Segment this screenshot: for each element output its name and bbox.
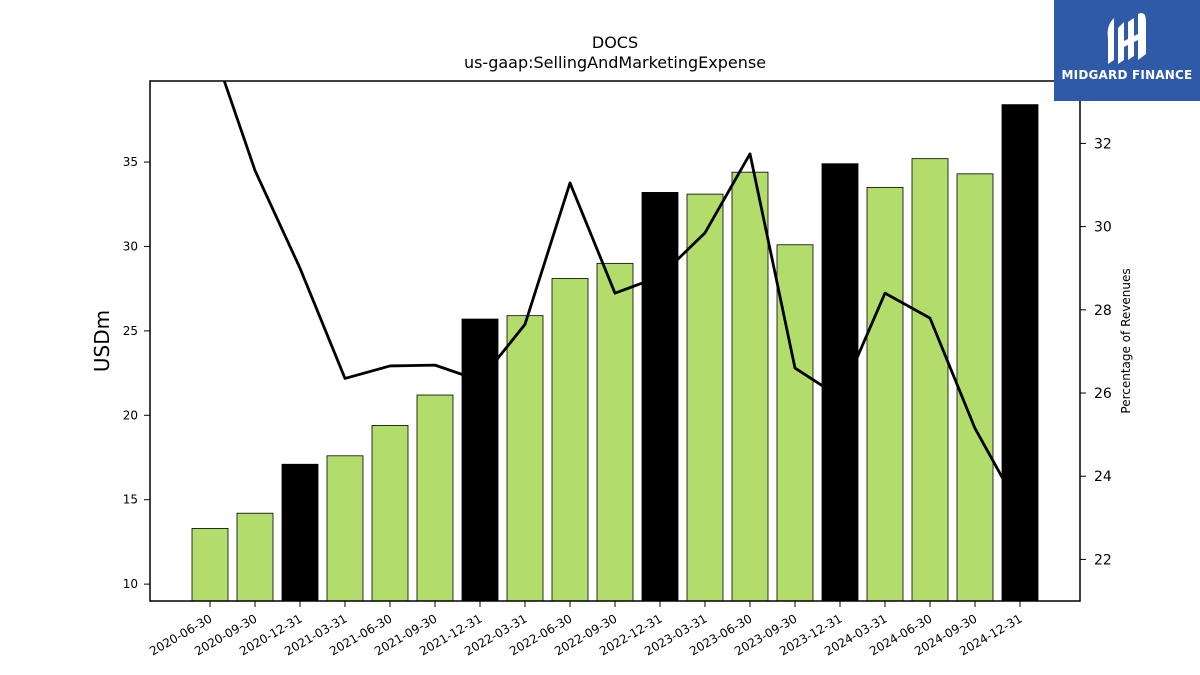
y2-axis-label: Percentage of Revenues — [1119, 268, 1133, 413]
y-tick-label: 35 — [123, 155, 138, 169]
y-tick-label: 15 — [123, 493, 138, 507]
bar-2023-06-30 — [731, 171, 769, 602]
bar-2021-03-31 — [326, 455, 364, 602]
bar-2023-12-31 — [821, 163, 859, 602]
y2-tick-label: 22 — [1094, 552, 1112, 568]
brand-logo: MIDGARD FINANCE — [1054, 0, 1200, 101]
bar-2022-06-30 — [551, 278, 589, 602]
bar-2023-09-30 — [776, 244, 814, 602]
bar-2020-09-30 — [236, 512, 274, 602]
bar-2024-12-31 — [1001, 104, 1039, 602]
y-tick-label: 25 — [123, 324, 138, 338]
y2-tick-label: 28 — [1094, 303, 1112, 319]
bar-2022-03-31 — [506, 315, 544, 602]
bar-2022-09-30 — [596, 262, 634, 602]
bar-2023-03-31 — [686, 193, 724, 602]
bar-2020-06-30 — [191, 528, 229, 602]
bar-series — [191, 104, 1039, 602]
bar-2022-12-31 — [641, 192, 679, 602]
bar-2021-12-31 — [461, 318, 499, 602]
y2-tick-label: 32 — [1094, 136, 1112, 152]
bar-2021-09-30 — [416, 394, 454, 602]
chart-title: DOCS — [592, 33, 638, 52]
bar-2020-12-31 — [281, 463, 319, 602]
logo-mark-icon — [1107, 13, 1146, 64]
x-axis: 2020-06-302020-09-302020-12-312021-03-31… — [147, 601, 1025, 658]
y-tick-label: 10 — [123, 577, 138, 591]
logo-text: MIDGARD FINANCE — [1061, 68, 1193, 82]
y-axis-label: USDm — [90, 310, 114, 372]
y-tick-label: 30 — [123, 239, 138, 253]
y2-tick-label: 24 — [1094, 469, 1112, 485]
bar-2024-06-30 — [911, 158, 949, 602]
bar-2021-06-30 — [371, 425, 409, 602]
percentage-line — [222, 81, 1022, 511]
y-tick-label: 20 — [123, 408, 138, 422]
y2-tick-label: 30 — [1094, 220, 1112, 236]
chart-subtitle: us-gaap:SellingAndMarketingExpense — [464, 53, 766, 72]
line-series-layer — [222, 81, 1022, 511]
y2-tick-label: 26 — [1094, 386, 1112, 402]
y-axis-right: 22 24 26 28 30 32 — [1080, 136, 1112, 568]
bar-2024-09-30 — [956, 173, 994, 602]
y-axis-left: 10 15 20 25 30 35 — [123, 155, 150, 591]
bar-2024-03-31 — [866, 186, 904, 602]
